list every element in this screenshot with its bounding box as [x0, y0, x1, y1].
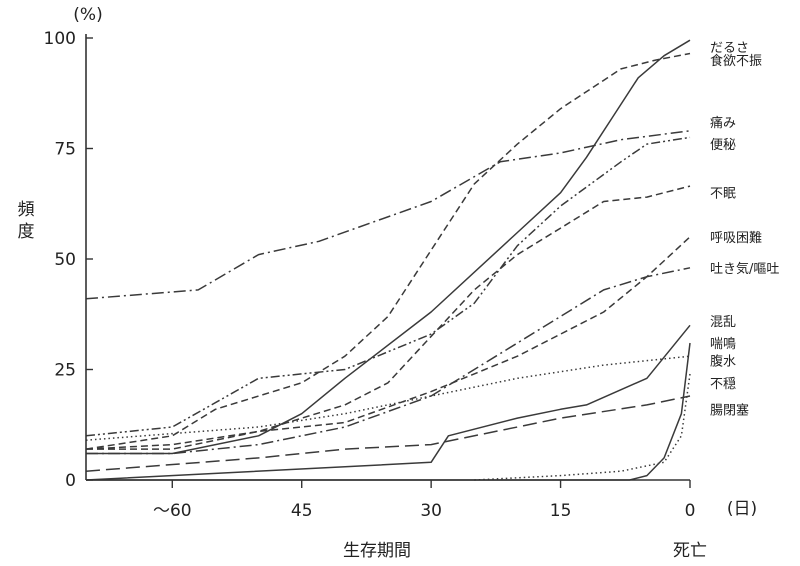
series-label: 食欲不振	[710, 53, 762, 69]
series-label: 腹水	[710, 354, 736, 370]
plot-lines	[85, 39, 691, 481]
series-line	[86, 39, 691, 455]
series-label: 混乱	[710, 315, 736, 330]
series-label: 吐き気/嘔吐	[710, 261, 779, 277]
series-label: 便秘	[710, 138, 736, 153]
series-line	[474, 373, 691, 481]
y-tick-label: 75	[54, 140, 76, 160]
series-label: 腸閉塞	[710, 402, 749, 418]
axis-ticks: 0 25 50 75 100 〜60 45 30 15 0	[44, 29, 696, 521]
x-tick-label: 〜60	[153, 501, 192, 521]
series-label: 不眠	[710, 187, 736, 202]
series-label: 喘鳴	[710, 336, 736, 352]
series-label: 不穏	[710, 377, 736, 392]
series-line	[85, 52, 691, 450]
x-tick-label: 30	[420, 501, 442, 521]
x-axis-title: 生存期間	[343, 541, 411, 561]
y-tick-label: 50	[54, 250, 76, 270]
series-line	[86, 267, 691, 455]
x-tick-label: 15	[550, 501, 572, 521]
y-tick-label: 0	[65, 471, 76, 491]
series-line	[85, 324, 691, 481]
series-line	[85, 355, 691, 441]
y-axis-title: 頻度	[18, 200, 35, 242]
series-line	[86, 342, 691, 481]
x-unit-label: (日)	[727, 499, 757, 519]
series-label: 呼吸困難	[710, 231, 762, 246]
series-line	[85, 130, 691, 300]
y-tick-label: 25	[54, 361, 76, 381]
x-tick-label: 45	[291, 501, 313, 521]
series-line	[85, 185, 691, 450]
y-tick-label: 100	[44, 29, 76, 49]
series-label: 痛み	[710, 115, 736, 131]
y-unit-label: (%)	[73, 5, 102, 25]
series-label: だるさ	[710, 41, 749, 56]
series-line	[85, 395, 691, 472]
series-line	[86, 236, 691, 450]
series-line	[85, 136, 691, 437]
x-tick-label: 0	[685, 501, 696, 521]
death-label: 死亡	[673, 541, 707, 561]
